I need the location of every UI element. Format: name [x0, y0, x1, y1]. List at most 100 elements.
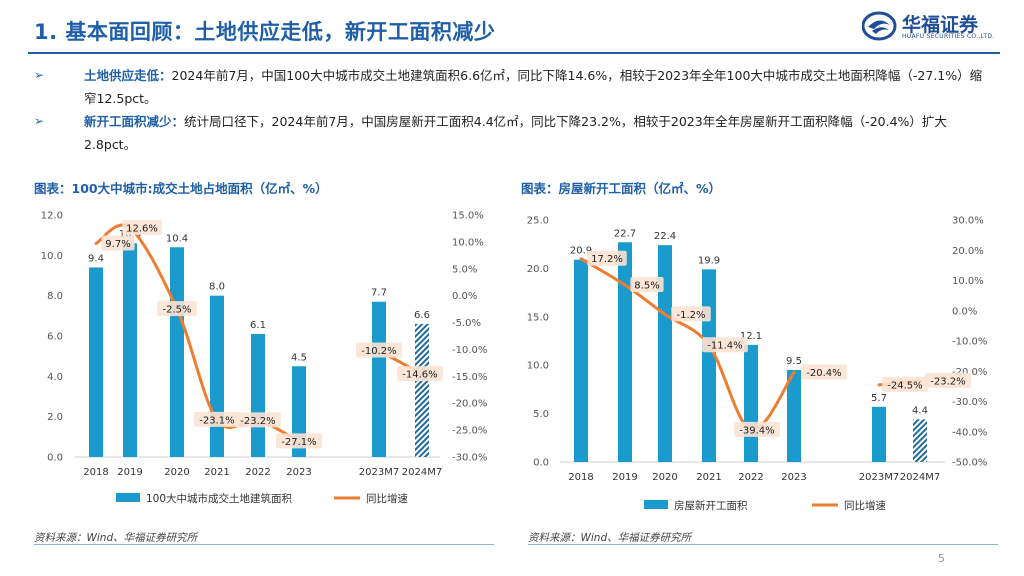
line-value-label: -11.4%: [707, 341, 742, 352]
bullet-new-construction: ➢ 新开工面积减少：统计局口径下，2024年前7月，中国房屋新开工面积4.4亿㎡…: [34, 110, 992, 156]
source-divider: [34, 544, 494, 545]
bar: [787, 370, 801, 462]
arrow-bullet-icon: ➢: [34, 114, 45, 128]
y-right-tick-label: 20.0%: [952, 246, 984, 257]
chart1-land-area: 0.0 2.0 4.0 6.0 8.0 10.0 12.0 -30.0% -25.0% -20.0…: [41, 211, 488, 506]
x-tick-label: 2024M7: [900, 472, 940, 483]
bullet-key: 土地供应走低：: [84, 68, 172, 83]
bullet-text: 统计局口径下，2024年前7月，中国房屋新开工面积4.4亿㎡，同比下降23.2%…: [84, 114, 947, 152]
line-label-bg: [925, 372, 971, 388]
line-label-bg: [801, 364, 847, 380]
y-left-tick-label: 4.0: [47, 372, 63, 383]
y-right-tick-label: -25.0%: [452, 426, 487, 437]
legend-bar-swatch: [116, 493, 140, 502]
y-right-tick-label: -10.0%: [952, 337, 987, 348]
y-right-tick-label: 15.0%: [452, 211, 484, 222]
x-tick-label: 2019: [117, 467, 142, 478]
bar: [658, 245, 672, 462]
y-right-tick-label: 5.0%: [452, 264, 477, 275]
bar: [872, 406, 886, 462]
y-right-tick-label: -15.0%: [452, 372, 487, 383]
x-tick-label: 2023M7: [859, 472, 899, 483]
legend-bar-label: 房屋新开工面积: [674, 499, 748, 512]
y-left-tick-label: 8.0: [47, 291, 63, 302]
bar-value-label: 8.0: [209, 282, 225, 293]
x-tick-label: 2023: [286, 467, 311, 478]
bar-value-label: 22.4: [654, 231, 676, 242]
page-title: 1. 基本面回顾：土地供应走低，新开工面积减少: [34, 20, 496, 44]
bar: [123, 243, 137, 457]
line-label-bg: [276, 433, 322, 449]
y-right-tick-label: 10.0%: [452, 237, 484, 248]
x-tick-label: 2018: [568, 472, 593, 483]
logo-subtitle: HUAFU SECURITIES CO.,LTD.: [902, 33, 995, 40]
x-tick-label: 2024M7: [402, 467, 442, 478]
chart1-title: 图表：100大中城市:成交土地占地面积（亿㎡、%）: [34, 181, 328, 196]
line-label-bg: [734, 421, 780, 437]
y-right-tick-label: 0.0%: [452, 291, 477, 302]
legend-bar-label: 100大中城市成交土地建筑面积: [146, 492, 293, 505]
line-value-label: 17.2%: [591, 254, 623, 265]
line-value-label: -39.4%: [739, 425, 774, 436]
line-value-label: -1.2%: [676, 310, 705, 321]
chart2-new-construction: 0.0 5.0 10.0 15.0 20.0 25.0 -50.0% -40.0% -30.0%…: [527, 216, 988, 513]
legend-bar-swatch: [644, 500, 668, 509]
line-label-bg: [356, 342, 402, 358]
line-label-bg: [671, 306, 711, 322]
bar: [618, 242, 632, 462]
x-tick-label: 2023: [781, 472, 806, 483]
y-right-tick-label: -10.0%: [452, 345, 487, 356]
arrow-bullet-icon: ➢: [34, 68, 45, 82]
line-value-label: -27.1%: [281, 437, 316, 448]
source-divider: [528, 544, 998, 545]
y-right-tick-label: -30.0%: [952, 397, 987, 408]
bar-value-label: 19.9: [698, 255, 720, 266]
bar-value-label: 6.6: [414, 310, 430, 321]
x-tick-label: 2018: [83, 467, 108, 478]
bar-value-label: 20.9: [570, 246, 592, 257]
x-tick-label: 2019: [612, 472, 637, 483]
y-left-tick-label: 25.0: [527, 216, 549, 227]
line-label-bg: [397, 366, 443, 382]
y-right-tick-label: -50.0%: [952, 458, 987, 469]
y-left-tick-label: 20.0: [527, 264, 549, 275]
bar-value-label: 4.5: [291, 352, 307, 363]
line-label-bg: [702, 337, 748, 353]
legend-line-label: 同比增速: [366, 492, 408, 505]
bar: [574, 259, 588, 462]
legend-line-label: 同比增速: [844, 499, 886, 512]
y-right-tick-label: -20.0%: [952, 367, 987, 378]
line-label-bg: [630, 277, 664, 293]
logo-emblem-icon: [861, 11, 897, 41]
bar-value-label: 10.4: [166, 233, 188, 244]
company-logo: 华福证券 HUAFU SECURITIES CO.,LTD.: [861, 10, 995, 44]
summary-bullets: ➢ 土地供应走低：2024年前7月，中国100大中城市成交土地建筑面积6.6亿㎡…: [34, 64, 992, 156]
bar: [744, 344, 758, 462]
bar: [372, 301, 386, 457]
line-value-label: -14.6%: [402, 370, 437, 381]
y-left-tick-label: 0.0: [47, 453, 63, 464]
x-tick-label: 2020: [164, 467, 189, 478]
bar-value-label: 5.7: [871, 393, 887, 404]
line-value-label: -23.1%: [199, 415, 234, 426]
x-tick-label: 2021: [696, 472, 721, 483]
line-value-label: 8.5%: [634, 281, 659, 292]
bar: [702, 269, 716, 462]
line-value-label: -23.2%: [930, 376, 965, 387]
y-right-tick-label: -40.0%: [952, 427, 987, 438]
line-value-label: -10.2%: [361, 346, 396, 357]
chart2-title: 图表：房屋新开工面积（亿㎡、%）: [521, 181, 722, 196]
bar: [210, 295, 224, 457]
line-label-bg: [101, 235, 135, 251]
line-label-bg: [194, 411, 240, 427]
logo-name: 华福证券: [902, 14, 979, 36]
bar-value-label: 9.4: [88, 253, 104, 264]
bar: [170, 247, 184, 457]
y-right-tick-label: -20.0%: [452, 399, 487, 410]
page-number: 5: [938, 552, 945, 565]
y-left-tick-label: 5.0: [533, 409, 549, 420]
line-value-label: 9.7%: [105, 239, 130, 250]
bar-value-label: 6.1: [250, 320, 266, 331]
line-value-label: -20.4%: [806, 368, 841, 379]
bar-value-label: 12.1: [740, 331, 762, 342]
